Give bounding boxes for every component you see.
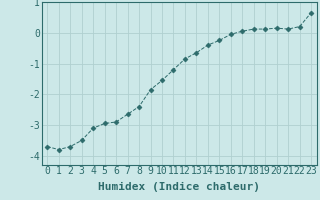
X-axis label: Humidex (Indice chaleur): Humidex (Indice chaleur) <box>98 182 260 192</box>
